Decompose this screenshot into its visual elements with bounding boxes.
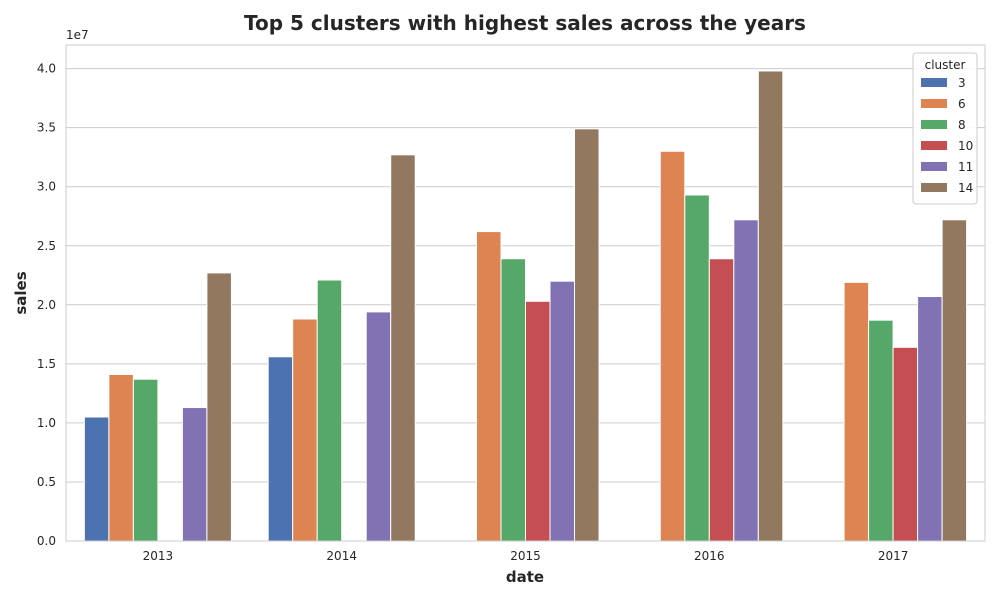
legend-label: 8 (958, 118, 966, 132)
bar-2014-cluster-14 (390, 154, 416, 542)
bar-2013-cluster-3 (83, 416, 110, 542)
bar-2013-cluster-14 (206, 272, 232, 542)
bar-2017-cluster-6 (843, 281, 870, 542)
bar-2015-cluster-14 (574, 128, 600, 542)
chart-title: Top 5 clusters with highest sales across… (244, 11, 806, 35)
y-tick-label: 2.0 (37, 298, 56, 312)
bar-2016-cluster-14 (757, 70, 784, 542)
y-tick-labels: 0.0 0.5 1.0 1.5 2.0 2.5 3.0 3.5 4.0 (37, 62, 56, 548)
bar-2013-cluster-8 (132, 378, 159, 542)
bar-2014-cluster-11 (365, 311, 392, 542)
bar-2016-cluster-6 (659, 150, 686, 542)
legend-swatch-3 (921, 78, 947, 87)
bar-2014-cluster-3 (267, 356, 294, 542)
x-tick-label: 2014 (326, 549, 357, 563)
bar-2015-cluster-6 (475, 231, 502, 542)
legend-label: 14 (958, 181, 973, 195)
x-tick-label: 2013 (143, 549, 174, 563)
bars (83, 70, 968, 542)
legend: cluster 3 6 8 10 11 14 (912, 52, 978, 205)
plot-area-frame (65, 44, 986, 542)
bar-2017-cluster-10 (892, 346, 919, 542)
legend-label: 3 (958, 76, 966, 90)
x-tick-labels: 2013 2014 2015 2016 2017 (143, 549, 909, 563)
y-tick-label: 4.0 (37, 62, 56, 76)
y-tick-label: 0.0 (37, 534, 56, 548)
y-tick-label: 2.5 (37, 239, 56, 253)
legend-label: 6 (958, 97, 966, 111)
legend-label: 11 (958, 160, 973, 174)
legend-swatch-6 (921, 99, 947, 108)
x-axis-label: date (506, 568, 544, 586)
bar-2013-cluster-11 (181, 407, 208, 542)
bar-2016-cluster-11 (733, 219, 759, 542)
bar-2014-cluster-8 (316, 279, 343, 542)
y-tick-label: 3.5 (37, 121, 56, 135)
legend-swatch-10 (921, 141, 947, 150)
y-axis-offset-label: 1e7 (66, 28, 89, 42)
legend-label: 10 (958, 139, 973, 153)
y-tick-label: 1.5 (37, 357, 56, 371)
legend-swatch-14 (921, 183, 947, 192)
y-tick-label: 1.0 (37, 416, 56, 430)
bar-2017-cluster-11 (917, 296, 943, 542)
bar-2014-cluster-6 (292, 318, 318, 542)
bar-2016-cluster-10 (708, 258, 735, 542)
y-tick-label: 3.0 (37, 180, 56, 194)
legend-swatch-8 (921, 120, 947, 129)
x-tick-label: 2015 (510, 549, 541, 563)
bar-2017-cluster-8 (868, 319, 894, 542)
y-tick-label: 0.5 (37, 475, 56, 489)
bar-2015-cluster-11 (549, 280, 576, 542)
bar-2015-cluster-8 (500, 258, 527, 542)
bar-2017-cluster-14 (941, 219, 968, 542)
bar-2013-cluster-6 (108, 373, 134, 542)
bar-2016-cluster-8 (684, 194, 710, 542)
bar-2015-cluster-10 (525, 300, 551, 542)
legend-title: cluster (925, 58, 966, 72)
x-tick-label: 2016 (694, 549, 725, 563)
y-axis-label: sales (12, 271, 30, 314)
x-tick-label: 2017 (878, 549, 909, 563)
legend-swatch-11 (921, 162, 947, 171)
